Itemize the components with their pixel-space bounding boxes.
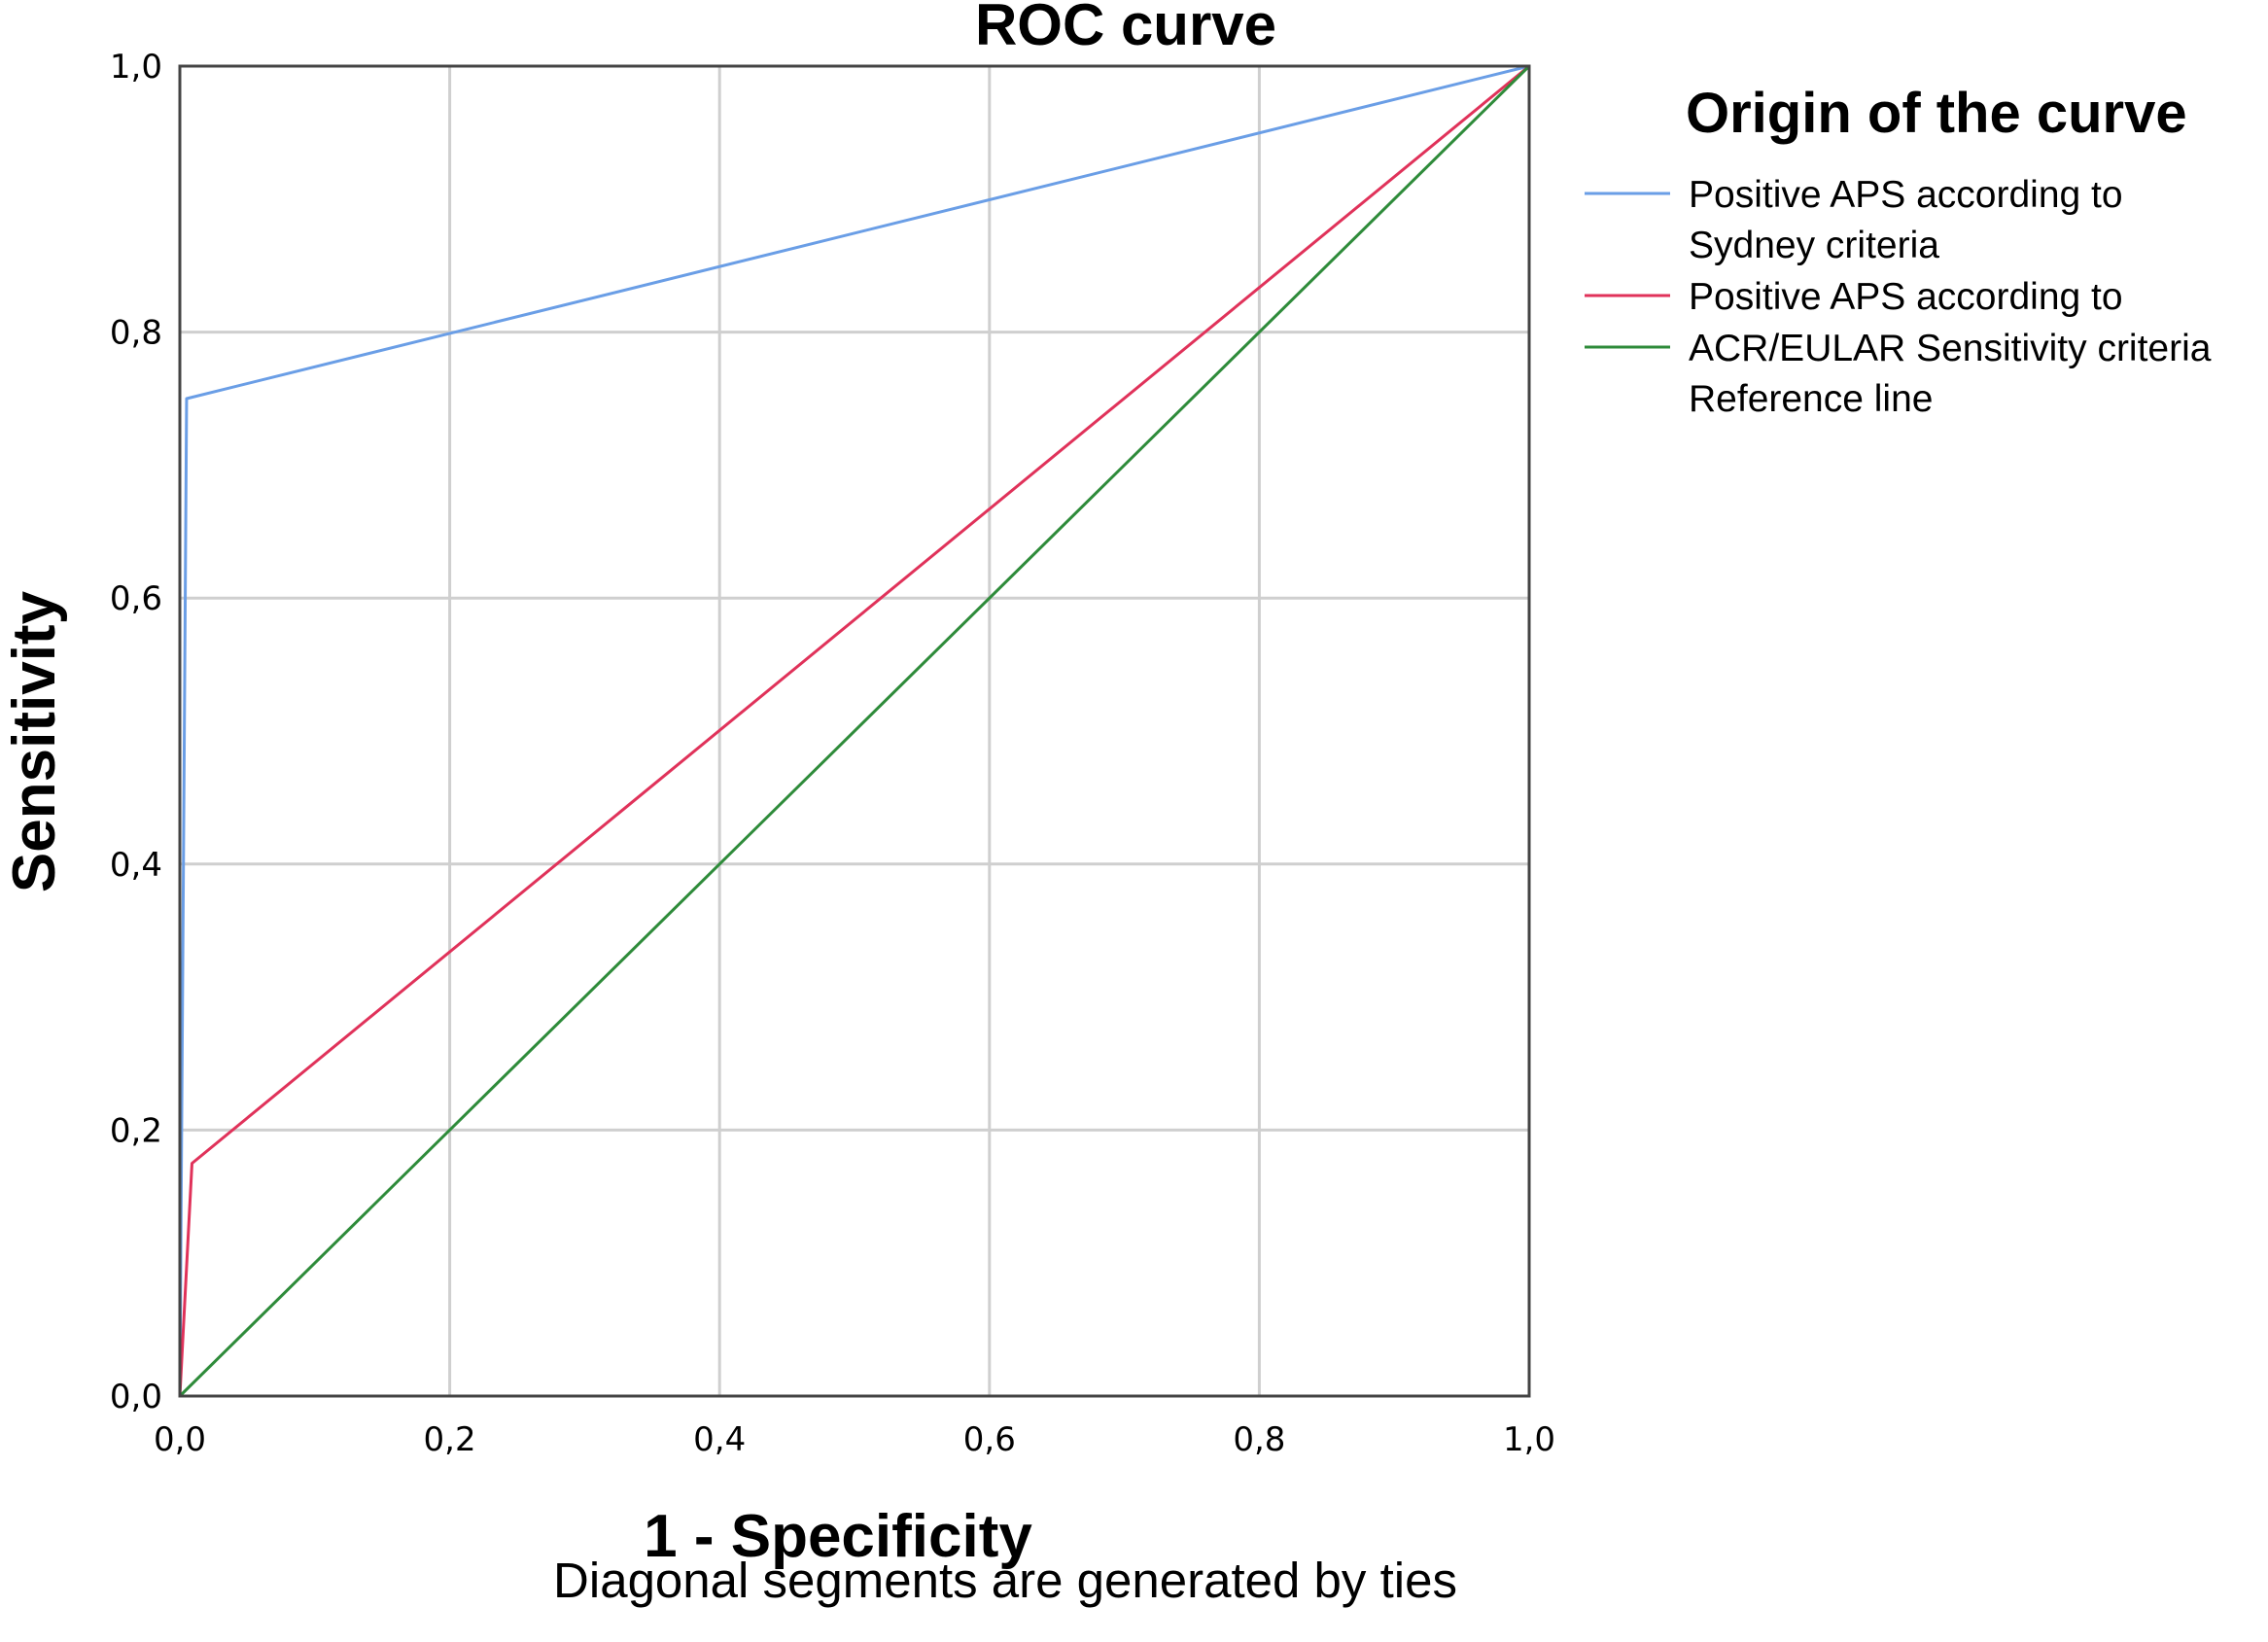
chart-title: ROC curve <box>975 0 1276 57</box>
y-axis-title: Sensitivity <box>1 590 68 892</box>
y-tick-label: 1,0 <box>110 48 162 87</box>
x-tick-label: 0,0 <box>154 1420 206 1459</box>
y-tick-label: 0,6 <box>110 579 162 618</box>
acr-eular-curve <box>178 64 1530 1397</box>
plot-frame <box>178 64 1531 1398</box>
legend-label: Positive APS according to <box>1689 276 2123 318</box>
legend-label: Sydney criteria <box>1689 225 1939 266</box>
legend-label: Positive APS according to <box>1689 174 2123 216</box>
x-tick-label: 0,6 <box>963 1420 1016 1459</box>
ties-note: Diagonal segments are generated by ties <box>553 1553 1457 1608</box>
legend-label: Reference line <box>1689 378 1933 420</box>
y-tick-label: 0,2 <box>110 1111 162 1150</box>
y-tick-label: 0,4 <box>110 846 162 885</box>
x-tick-label: 1,0 <box>1503 1420 1555 1459</box>
x-tick-label: 0,8 <box>1233 1420 1285 1459</box>
x-tick-label: 0,2 <box>424 1420 476 1459</box>
sydney-curve <box>178 64 1530 1397</box>
legend-title: Origin of the curve <box>1686 82 2187 145</box>
y-tick-label: 0,0 <box>110 1378 162 1416</box>
y-ticks: 0,0 0,2 0,4 0,6 0,8 1,0 <box>110 48 162 1416</box>
x-axis-title: 1 - Specificity <box>644 1503 1032 1570</box>
series-group <box>178 64 1531 1398</box>
y-tick-label: 0,8 <box>110 314 162 353</box>
x-tick-label: 0,4 <box>693 1420 746 1459</box>
reference-line <box>178 64 1531 1398</box>
legend-label: ACR/EULAR Sensitivity criteria <box>1689 328 2212 369</box>
legend: Positive APS according to Sydney criteria… <box>1585 174 2212 420</box>
x-ticks: 0,0 0,2 0,4 0,6 0,8 1,0 <box>154 1420 1555 1459</box>
